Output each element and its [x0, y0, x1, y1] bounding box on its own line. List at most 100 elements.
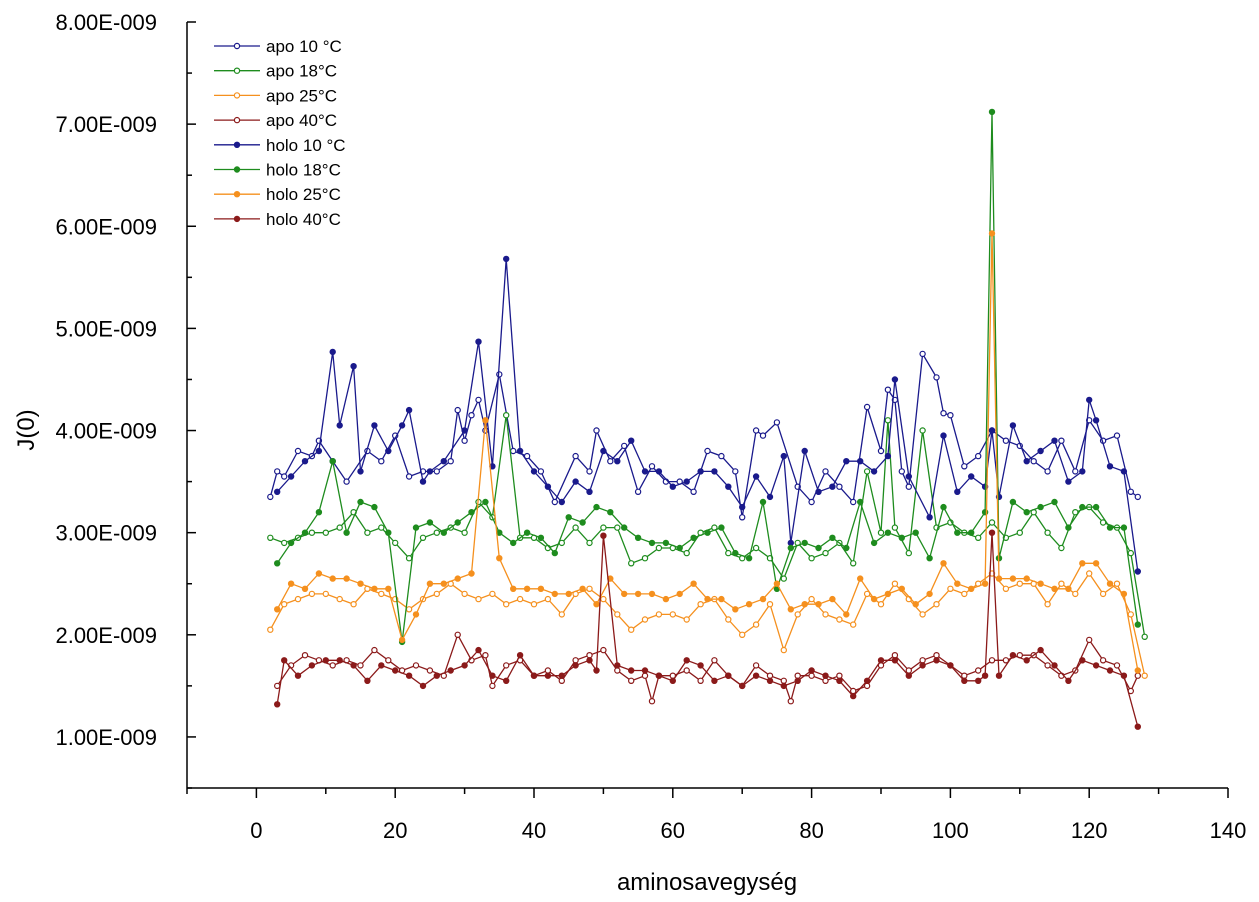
data-point [988, 519, 996, 526]
data-point [593, 601, 600, 608]
data-point [600, 646, 607, 654]
data-point [704, 529, 711, 536]
data-point [371, 422, 378, 429]
data-point [454, 519, 461, 526]
data-point [766, 672, 774, 679]
data-point [794, 677, 801, 685]
data-point [1051, 585, 1058, 593]
data-point [329, 348, 336, 356]
data-point [426, 667, 434, 674]
data-point [752, 473, 760, 480]
data-point [641, 555, 649, 562]
data-point [752, 662, 760, 669]
data-point [565, 590, 572, 598]
data-point [1134, 493, 1142, 501]
data-point [614, 611, 621, 618]
data-point [558, 498, 566, 506]
data-point [1106, 463, 1114, 470]
data-point [968, 585, 975, 593]
data-point [308, 590, 316, 598]
data-point [648, 539, 656, 547]
y-tick-label: 2.00E-009 [55, 623, 157, 648]
data-point [634, 590, 642, 598]
data-point [884, 386, 892, 393]
data-point [308, 662, 316, 669]
data-point [669, 677, 677, 685]
data-point [801, 601, 808, 608]
data-point [954, 580, 961, 587]
data-point [1085, 396, 1093, 404]
x-tick-label: 80 [799, 818, 823, 843]
data-point [336, 657, 343, 664]
data-point [378, 524, 385, 531]
data-point [1044, 601, 1051, 608]
data-point [301, 529, 309, 536]
data-point [482, 498, 489, 506]
data-point [1134, 723, 1142, 730]
data-point [988, 529, 996, 536]
data-point [995, 672, 1003, 679]
data-point [274, 701, 281, 708]
x-tick-label: 20 [383, 818, 407, 843]
data-point [683, 667, 690, 674]
data-point [988, 657, 996, 664]
data-point [489, 672, 496, 679]
data-point [433, 468, 440, 475]
data-point [808, 672, 815, 679]
series-line [269, 572, 1146, 676]
data-point [1009, 498, 1017, 506]
data-point [773, 419, 781, 426]
data-point [981, 672, 989, 679]
data-point [551, 549, 559, 557]
data-point [891, 657, 899, 664]
data-point [891, 580, 899, 587]
data-point [857, 575, 864, 582]
data-point [1072, 468, 1079, 475]
data-point [628, 437, 635, 444]
data-point [863, 677, 871, 685]
data-point [489, 682, 496, 690]
data-point [863, 590, 871, 598]
data-point [1120, 468, 1128, 475]
data-point [1099, 657, 1107, 664]
data-point [572, 662, 579, 669]
data-point [475, 646, 482, 654]
data-point [739, 682, 746, 690]
data-point [975, 667, 982, 674]
data-point [1134, 568, 1142, 575]
data-point [496, 555, 503, 562]
data-point [933, 652, 940, 659]
data-point [350, 662, 357, 669]
data-point [780, 452, 788, 460]
series-line [276, 233, 1139, 671]
legend-marker [233, 215, 241, 223]
data-point [523, 452, 531, 460]
data-point [1106, 524, 1114, 531]
data-point [1065, 677, 1072, 685]
data-point [1113, 432, 1121, 439]
data-point [683, 549, 690, 557]
data-point [1023, 458, 1030, 465]
data-point [1065, 478, 1072, 485]
data-point [600, 595, 607, 603]
data-point [1016, 580, 1024, 587]
data-point [884, 590, 892, 598]
data-point [572, 452, 579, 460]
data-point [496, 371, 503, 378]
data-point [274, 606, 281, 613]
x-axis-title: aminosavegység [617, 869, 797, 896]
data-point [572, 657, 579, 664]
data-point [586, 657, 593, 664]
series-line [276, 111, 1139, 642]
data-point [593, 667, 600, 674]
data-point [641, 468, 649, 475]
data-point [822, 611, 829, 618]
data-point [961, 672, 968, 679]
data-point [968, 473, 975, 480]
data-point [322, 657, 329, 664]
data-point [461, 529, 468, 536]
data-point [412, 611, 420, 618]
data-point [301, 652, 309, 659]
data-point [1044, 662, 1051, 669]
legend-entry: apo 25°C [214, 86, 337, 105]
